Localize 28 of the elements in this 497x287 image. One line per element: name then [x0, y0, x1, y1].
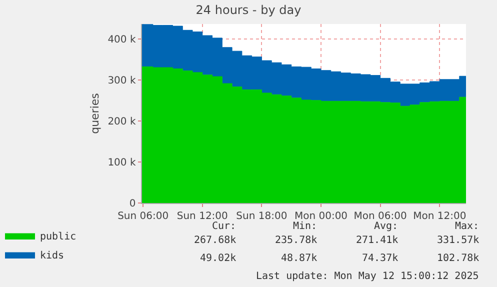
- chart-title: 24 hours - by day: [196, 3, 302, 18]
- x-tick-label: Mon 12:00: [413, 211, 466, 222]
- text: Last update: Mon May 12 15:00:12 2025: [256, 271, 479, 282]
- text: 271.41k: [356, 235, 398, 246]
- text: 331.57k: [437, 235, 480, 246]
- x-tick-label: Sun 18:00: [236, 211, 288, 222]
- text: Cur:: [212, 221, 236, 232]
- text: 235.78k: [275, 235, 318, 246]
- y-tick-label: 200 k: [108, 116, 136, 128]
- x-tick-label: Sun 06:00: [118, 211, 169, 222]
- legend-label: kids: [40, 250, 64, 262]
- text: 48.87k: [281, 253, 318, 264]
- y-tick-label: 0: [129, 198, 136, 210]
- x-tick-label: Mon 06:00: [354, 211, 407, 222]
- text: 74.37k: [362, 253, 398, 264]
- text: Min:: [293, 221, 318, 232]
- x-tick-label: Sun 12:00: [176, 211, 228, 222]
- text: Max:: [455, 221, 480, 232]
- text: 267.68k: [194, 235, 236, 246]
- text: 49.02k: [200, 253, 236, 264]
- y-tick-label: 100 k: [108, 157, 136, 168]
- text: Avg:: [374, 221, 398, 232]
- y-axis-title: queries: [88, 92, 102, 134]
- x-tick-label: Mon 00:00: [294, 211, 348, 222]
- text: 102.78k: [437, 253, 480, 264]
- legend-label: public: [40, 231, 76, 242]
- y-tick-label: 300 k: [108, 75, 136, 86]
- y-tick-label: 400 k: [108, 34, 136, 46]
